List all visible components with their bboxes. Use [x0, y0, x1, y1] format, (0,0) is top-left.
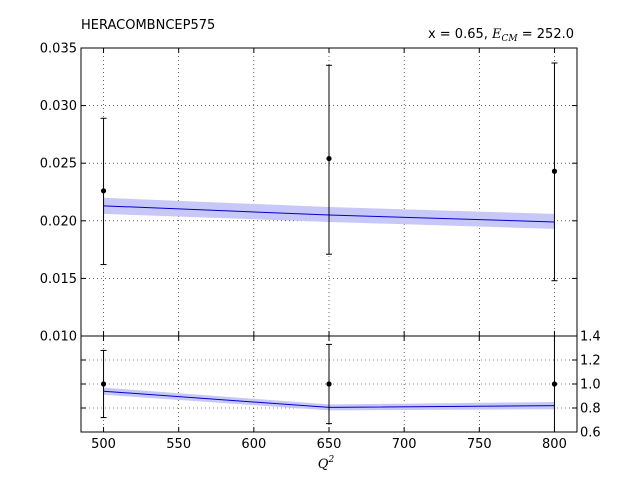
x-tick-label: 800 [542, 437, 567, 452]
ratio-y-ticks: 0.6 0.8 1.0 1.2 1.4 [81, 330, 601, 441]
x-tick-label: 650 [317, 437, 342, 452]
y-tick-label: 0.030 [40, 99, 77, 114]
main-panel: 0.010 0.015 0.020 0.025 0.030 0.035 [40, 42, 578, 345]
chart-title: HERACOMBNCEP575 [81, 18, 215, 33]
x-tick-label: 500 [91, 437, 116, 452]
data-point [551, 168, 558, 174]
subtitle-symbol: E [491, 27, 502, 42]
subtitle-prefix: x = 0.65, [428, 27, 492, 42]
y-tick-label: 0.020 [40, 214, 77, 229]
data-point [100, 381, 107, 387]
x-axis-label-superscript: 2 [327, 455, 334, 465]
y-tick-label: 1.4 [580, 330, 601, 345]
x-ticks: 500 550 600 650 700 750 800 [91, 336, 567, 452]
y-tick-label: 0.6 [580, 426, 601, 441]
data-point [100, 188, 107, 194]
subtitle-subscript: CM [502, 34, 519, 44]
y-tick-label: 1.0 [580, 378, 601, 393]
subtitle-suffix: = 252.0 [518, 27, 574, 42]
data-point [326, 381, 332, 387]
x-tick-label: 550 [166, 437, 191, 452]
y-tick-label: 0.035 [40, 42, 77, 57]
data-point [551, 381, 558, 387]
y-tick-label: 0.010 [40, 330, 77, 345]
main-y-ticks: 0.010 0.015 0.020 0.025 0.030 0.035 [40, 42, 577, 345]
y-tick-label: 0.025 [40, 157, 77, 172]
theory-uncertainty-band [103, 387, 555, 411]
ratio-theory-band [103, 387, 555, 411]
main-data-points [100, 62, 558, 282]
data-point [326, 155, 332, 162]
y-tick-label: 1.2 [580, 354, 601, 369]
x-tick-label: 750 [467, 437, 492, 452]
y-tick-label: 0.8 [580, 402, 601, 417]
ratio-panel: 0.6 0.8 1.0 1.2 1.4 500 550 600 650 700 750 800 [80, 330, 601, 452]
x-axis-label: Q2 [318, 455, 335, 472]
x-tick-label: 700 [392, 437, 417, 452]
y-tick-label: 0.015 [40, 272, 77, 287]
chart-subtitle: x = 0.65, ECM = 252.0 [428, 27, 574, 44]
x-axis-label-symbol: Q [318, 457, 329, 472]
x-tick-label: 600 [241, 437, 266, 452]
